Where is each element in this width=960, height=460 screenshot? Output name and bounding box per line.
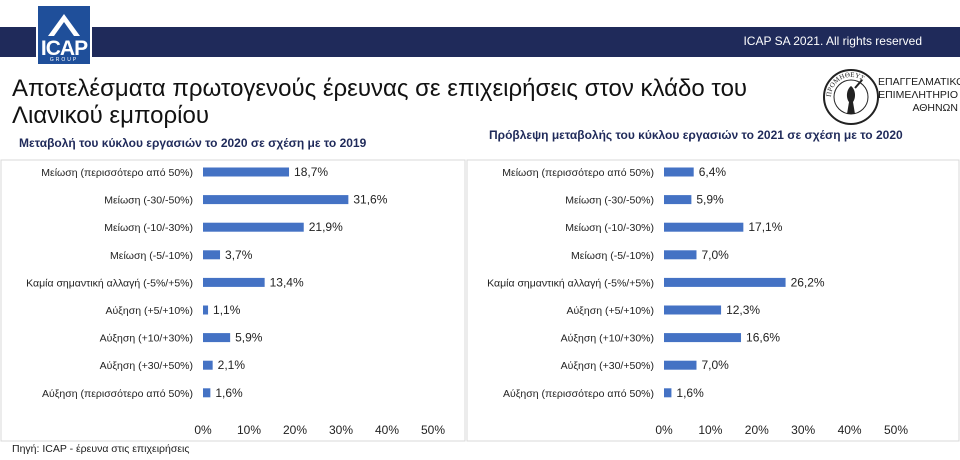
data-label: 31,6%: [353, 193, 387, 207]
left-chart-title: Μεταβολή του κύκλου εργασιών το 2020 σε …: [19, 136, 367, 150]
bar: [664, 388, 672, 398]
data-label: 3,7%: [225, 248, 253, 262]
bar: [664, 333, 742, 343]
data-label: 12,3%: [726, 303, 760, 317]
x-tick-label: 40%: [838, 423, 862, 437]
category-label: Μείωση (περισσότερο από 50%): [502, 167, 654, 179]
category-label: Αύξηση (+30/+50%): [100, 360, 193, 372]
x-tick-label: 20%: [745, 423, 769, 437]
right-chart-title: Πρόβλεψη μεταβολής του κύκλου εργασιών τ…: [489, 128, 903, 142]
data-label: 2,1%: [218, 358, 246, 372]
data-label: 5,9%: [235, 331, 263, 345]
bar: [203, 277, 265, 287]
category-label: Αύξηση (+10/+30%): [561, 333, 654, 345]
x-tick-label: 30%: [791, 423, 815, 437]
category-label: Αύξηση (περισσότερο από 50%): [503, 388, 654, 400]
bar: [664, 250, 697, 260]
x-tick-label: 0%: [655, 423, 673, 437]
bar: [203, 167, 290, 177]
data-label: 13,4%: [270, 275, 304, 289]
category-label: Μείωση (-30/-50%): [104, 195, 193, 207]
bar: [664, 305, 722, 315]
category-label: Μείωση (-5/-10%): [110, 250, 193, 262]
chamber-seal-icon: ΠΡΟΜΗΘΕΥΣ: [823, 69, 879, 125]
bar: [664, 222, 744, 232]
page-title: Αποτελέσματα πρωτογενούς έρευνας σε επιχ…: [12, 75, 748, 129]
category-label: Μείωση (-10/-30%): [565, 222, 654, 234]
x-tick-label: 10%: [698, 423, 722, 437]
bar: [203, 333, 231, 343]
category-label: Αύξηση (+5/+10%): [105, 305, 193, 317]
copyright-text: ICAP SA 2021. All rights reserved: [743, 34, 922, 48]
bar: [203, 305, 209, 315]
x-tick-label: 40%: [375, 423, 399, 437]
x-tick-label: 30%: [329, 423, 353, 437]
right-chart: Μείωση (περισσότερο από 50%) 6,4% Μείωση (…: [466, 152, 960, 442]
category-label: Μείωση (περισσότερο από 50%): [41, 167, 193, 179]
left-chart-frame: [0, 159, 466, 442]
data-label: 17,1%: [748, 220, 782, 234]
bar: [664, 167, 694, 177]
data-label: 5,9%: [696, 193, 724, 207]
category-label: Αύξηση (+10/+30%): [100, 333, 193, 345]
source-note: Πηγή: ICAP - έρευνα στις επιχειρήσεις: [12, 443, 190, 455]
chamber-line-1: ΕΠΑΓΓΕΛΜΑΤΙΚΟ: [878, 76, 960, 88]
bar: [664, 277, 786, 287]
left-chart-svg: Μείωση (περισσότερο από 50%) 18,7% Μείωση …: [0, 159, 466, 442]
bar: [664, 360, 697, 370]
right-chart-frame: [466, 159, 960, 442]
data-label: 7,0%: [701, 248, 729, 262]
bar: [664, 195, 692, 205]
top-bar: ICAP SA 2021. All rights reserved: [0, 27, 960, 57]
category-label: Καμία σημαντική αλλαγή (-5%/+5%): [26, 277, 193, 289]
logo-name: ICAP: [40, 37, 88, 60]
chamber-name: ΕΠΑΓΓΕΛΜΑΤΙΚΟ ΕΠΙΜΕΛΗΤΗΡΙΟ ΑΘΗΝΩΝ: [878, 76, 960, 115]
bar: [203, 195, 349, 205]
data-label: 18,7%: [294, 165, 328, 179]
category-label: Αύξηση (περισσότερο από 50%): [42, 388, 193, 400]
category-label: Μείωση (-10/-30%): [104, 222, 193, 234]
data-label: 21,9%: [309, 220, 343, 234]
icap-logo: ICAP GROUP: [36, 4, 92, 66]
category-label: Μείωση (-5/-10%): [571, 250, 654, 262]
left-chart: Μείωση (περισσότερο από 50%) 18,7% Μείωση …: [0, 152, 466, 442]
bar: [203, 222, 304, 232]
logo-mark-icon: [48, 14, 80, 36]
bar: [203, 250, 221, 260]
x-tick-label: 50%: [884, 423, 908, 437]
data-label: 1,1%: [213, 303, 241, 317]
bar: [203, 360, 213, 370]
data-label: 1,6%: [676, 386, 704, 400]
logo-sub: GROUP: [49, 57, 79, 63]
category-label: Αύξηση (+5/+10%): [566, 305, 654, 317]
category-label: Αύξηση (+30/+50%): [561, 360, 654, 372]
chamber-line-2: ΕΠΙΜΕΛΗΤΗΡΙΟ: [878, 89, 958, 101]
data-label: 6,4%: [699, 165, 727, 179]
right-chart-svg: Μείωση (περισσότερο από 50%) 6,4% Μείωση (…: [466, 159, 960, 442]
data-label: 1,6%: [215, 386, 243, 400]
x-tick-label: 50%: [421, 423, 445, 437]
data-label: 16,6%: [746, 331, 780, 345]
chamber-line-3: ΑΘΗΝΩΝ: [912, 102, 958, 114]
category-label: Μείωση (-30/-50%): [565, 195, 654, 207]
category-label: Καμία σημαντική αλλαγή (-5%/+5%): [487, 277, 654, 289]
x-tick-label: 20%: [283, 423, 307, 437]
data-label: 26,2%: [791, 275, 825, 289]
bar: [203, 388, 211, 398]
x-tick-label: 0%: [194, 423, 212, 437]
data-label: 7,0%: [701, 358, 729, 372]
x-tick-label: 10%: [237, 423, 261, 437]
